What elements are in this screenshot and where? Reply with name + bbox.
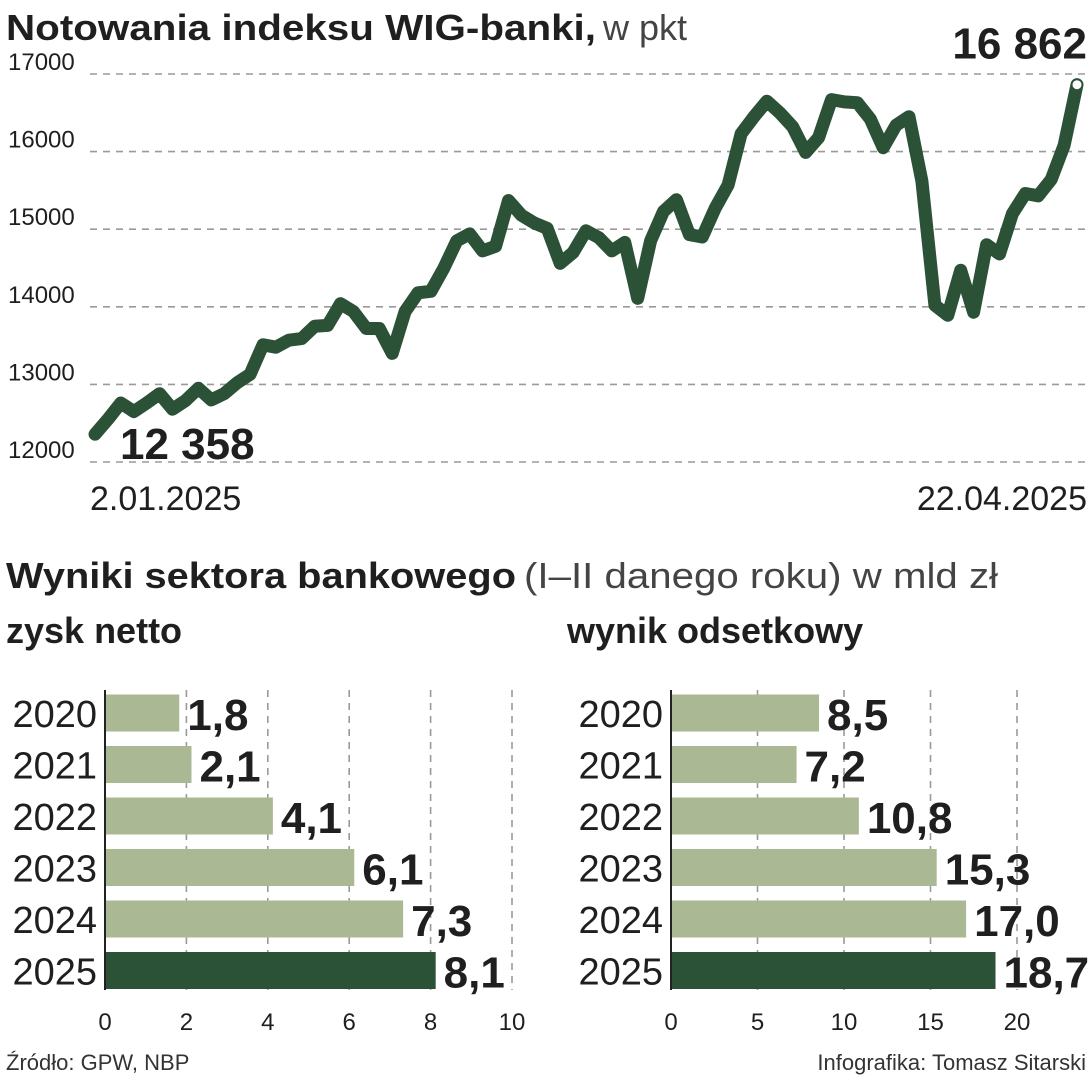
interest-income-x-tick-label-5: 5 <box>751 1009 764 1036</box>
interest-income-value-label-2024: 17,0 <box>974 897 1060 946</box>
interest-income-bar-2023 <box>672 849 937 886</box>
line-series-wig-banki <box>88 78 1084 441</box>
y-tick-label-14000: 14000 <box>8 282 75 309</box>
net-profit-bar-2020 <box>106 694 180 732</box>
y-tick-label-17000: 17000 <box>8 49 75 76</box>
x-start-date-label: 2.01.2025 <box>90 480 241 518</box>
interest-income-bar-2025 <box>672 952 996 989</box>
net-profit-bar-2024 <box>106 900 404 938</box>
net-profit-bar-chart: 0 2 4 6 8 10 2020 1,8 2021 2,1 2022 4,1 2023 6,1 2024 7… <box>12 690 525 1036</box>
source-note: Źródło: GPW, NBP <box>6 1050 189 1075</box>
net-profit-category-label-2020: 2020 <box>12 694 97 736</box>
interest-income-title: wynik odsetkowy <box>566 610 863 651</box>
interest-income-bar-2021 <box>672 746 797 783</box>
interest-income-category-label-2022: 2022 <box>578 797 663 839</box>
line-chart-grid <box>90 73 1091 463</box>
bank-results-title: Wyniki sektora bankowego <box>6 555 516 596</box>
interest-income-value-label-2020: 8,5 <box>827 691 888 740</box>
x-end-date-label: 22.04.2025 <box>917 480 1087 518</box>
interest-income-bar-2022 <box>672 797 859 835</box>
interest-income-value-label-2025: 18,7 <box>1004 949 1090 998</box>
interest-income-x-tick-label-0: 0 <box>664 1009 677 1036</box>
net-profit-x-tick-label-8: 8 <box>424 1009 437 1036</box>
interest-income-x-tick-label-10: 10 <box>831 1009 858 1036</box>
bank-results-subtitle: (I–II danego roku) w mld zł <box>524 555 998 596</box>
net-profit-value-label-2024: 7,3 <box>411 897 472 946</box>
net-profit-x-tick-label-0: 0 <box>98 1009 111 1036</box>
line-chart-y-axis: 12000 13000 14000 15000 16000 17000 <box>8 49 75 464</box>
net-profit-value-label-2022: 4,1 <box>281 794 342 843</box>
net-profit-bar-2025 <box>106 952 436 989</box>
net-profit-value-label-2021: 2,1 <box>199 743 260 792</box>
interest-income-category-label-2023: 2023 <box>578 849 663 891</box>
interest-income-value-label-2023: 15,3 <box>945 846 1031 895</box>
net-profit-category-label-2022: 2022 <box>12 797 97 839</box>
net-profit-bar-2021 <box>106 746 192 783</box>
interest-income-bar-2020 <box>672 694 820 732</box>
net-profit-value-label-2025: 8,1 <box>444 949 505 998</box>
line-chart-unit: w pkt <box>602 7 687 48</box>
interest-income-bar-2024 <box>672 900 967 938</box>
net-profit-category-label-2023: 2023 <box>12 849 97 891</box>
net-profit-bar-2022 <box>106 797 273 835</box>
net-profit-value-label-2023: 6,1 <box>362 846 423 895</box>
end-value-label: 16 862 <box>952 20 1087 69</box>
net-profit-x-tick-label-6: 6 <box>343 1009 356 1036</box>
line-end-marker <box>1072 80 1082 90</box>
net-profit-x-tick-label-2: 2 <box>180 1009 193 1036</box>
y-tick-label-16000: 16000 <box>8 127 75 154</box>
net-profit-value-label-2020: 1,8 <box>187 691 248 740</box>
net-profit-category-label-2025: 2025 <box>12 952 97 994</box>
credit-note: Infografika: Tomasz Sitarski <box>817 1050 1086 1075</box>
interest-income-value-label-2022: 10,8 <box>867 794 953 843</box>
y-tick-label-13000: 13000 <box>8 359 75 386</box>
y-tick-label-15000: 15000 <box>8 204 75 231</box>
interest-income-category-label-2025: 2025 <box>578 952 663 994</box>
line-chart-title: Notowania indeksu WIG-banki, <box>6 7 596 48</box>
net-profit-title: zysk netto <box>6 610 182 651</box>
net-profit-x-tick-label-10: 10 <box>499 1009 526 1036</box>
interest-income-value-label-2021: 7,2 <box>805 743 866 792</box>
net-profit-bar-2023 <box>106 849 355 886</box>
start-value-label: 12 358 <box>120 420 255 469</box>
net-profit-category-label-2024: 2024 <box>12 900 97 942</box>
interest-income-category-label-2020: 2020 <box>578 694 663 736</box>
interest-income-category-label-2024: 2024 <box>578 900 663 942</box>
interest-income-x-tick-label-15: 15 <box>917 1009 944 1036</box>
y-tick-label-12000: 12000 <box>8 437 75 464</box>
net-profit-category-label-2021: 2021 <box>12 746 97 788</box>
net-profit-x-tick-label-4: 4 <box>261 1009 274 1036</box>
interest-income-category-label-2021: 2021 <box>578 746 663 788</box>
interest-income-x-tick-label-20: 20 <box>1004 1009 1031 1036</box>
